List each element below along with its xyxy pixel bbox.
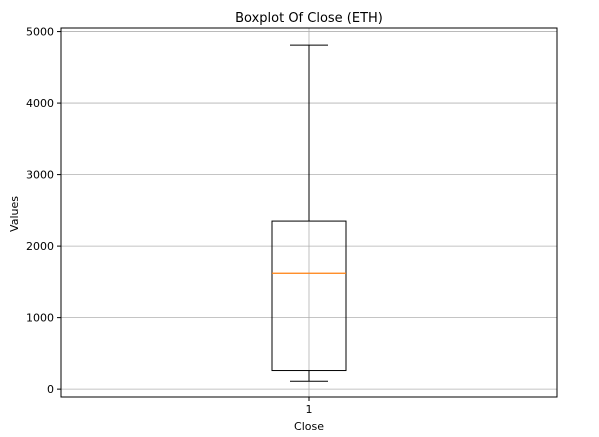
x-tick-label: 1 <box>306 403 313 416</box>
y-tick-label: 4000 <box>26 97 54 110</box>
tick-layer: 0 1000 2000 3000 4000 5000 1 <box>26 26 313 416</box>
box-layer <box>271 44 347 382</box>
y-tick-label: 5000 <box>26 26 54 39</box>
x-axis-label: Close <box>294 420 324 433</box>
y-tick-label: 1000 <box>26 312 54 325</box>
chart-title: Boxplot Of Close (ETH) <box>235 11 383 26</box>
y-tick-label: 2000 <box>26 240 54 253</box>
y-tick-label: 0 <box>47 383 54 396</box>
iqr-box <box>271 220 347 372</box>
y-axis-label: Values <box>8 196 21 232</box>
y-tick-label: 3000 <box>26 169 54 182</box>
